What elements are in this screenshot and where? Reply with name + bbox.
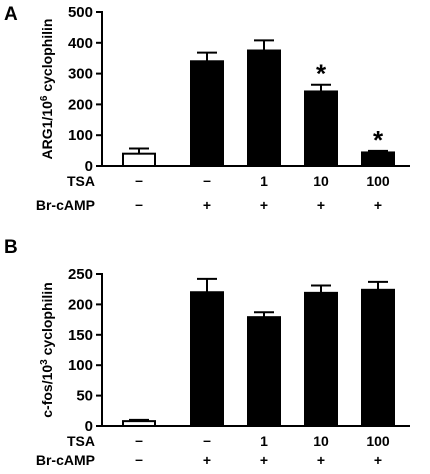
y-tick-label: 0 bbox=[85, 418, 93, 435]
condition-name: TSA bbox=[67, 433, 95, 449]
condition-value: 10 bbox=[313, 433, 329, 449]
bar bbox=[190, 60, 224, 167]
condition-value: – bbox=[203, 172, 211, 188]
y-tick-label: 100 bbox=[68, 127, 93, 144]
y-axis-label: ARG1/106 cyclophilin bbox=[39, 19, 56, 160]
y-tick-label: 50 bbox=[76, 388, 93, 405]
bar bbox=[247, 316, 281, 427]
significance-star: * bbox=[373, 125, 384, 155]
condition-value: + bbox=[203, 452, 211, 468]
condition-value: – bbox=[135, 432, 143, 448]
condition-value: + bbox=[374, 197, 382, 213]
bar bbox=[304, 90, 338, 167]
bar bbox=[361, 151, 395, 167]
y-tick-label: 0 bbox=[85, 158, 93, 175]
bar bbox=[122, 420, 156, 427]
condition-value: 10 bbox=[313, 173, 329, 189]
bar bbox=[122, 152, 156, 167]
bar bbox=[361, 288, 395, 428]
y-tick-label: 100 bbox=[68, 357, 93, 374]
condition-value: – bbox=[135, 172, 143, 188]
panel-letter: B bbox=[4, 237, 18, 258]
y-tick-label: 300 bbox=[68, 66, 93, 83]
bar bbox=[190, 291, 224, 427]
condition-value: 100 bbox=[366, 433, 390, 449]
condition-value: 1 bbox=[260, 173, 268, 189]
panel-letter: A bbox=[4, 4, 18, 25]
y-tick-label: 250 bbox=[68, 266, 93, 283]
condition-value: 100 bbox=[366, 173, 390, 189]
panel-b: Bc-fos/103 cyclophilin 0 50 100 150 200 250 TSA… bbox=[4, 237, 410, 468]
condition-name: Br-cAMP bbox=[36, 452, 95, 468]
bar bbox=[304, 291, 338, 427]
condition-value: + bbox=[203, 197, 211, 213]
y-tick-label: 200 bbox=[68, 96, 93, 113]
condition-value: + bbox=[260, 197, 268, 213]
condition-value: – bbox=[135, 196, 143, 212]
panel-a: A ARG1/106 cyclophilin 0 100 200 300 400 500 * * T… bbox=[4, 4, 410, 213]
condition-name: Br-cAMP bbox=[36, 197, 95, 213]
y-tick-label: 500 bbox=[68, 4, 93, 21]
y-tick-label: 150 bbox=[68, 327, 93, 344]
condition-value: + bbox=[374, 452, 382, 468]
condition-value: + bbox=[317, 452, 325, 468]
significance-star: * bbox=[316, 59, 327, 89]
condition-value: – bbox=[135, 451, 143, 467]
y-tick-label: 200 bbox=[68, 296, 93, 313]
condition-value: + bbox=[317, 197, 325, 213]
condition-name: TSA bbox=[67, 173, 95, 189]
y-tick-label: 400 bbox=[68, 35, 93, 52]
bar bbox=[247, 49, 281, 167]
y-axis-label: c-fos/103 cyclophilin bbox=[39, 282, 56, 418]
condition-value: + bbox=[260, 452, 268, 468]
condition-value: – bbox=[203, 432, 211, 448]
condition-value: 1 bbox=[260, 433, 268, 449]
